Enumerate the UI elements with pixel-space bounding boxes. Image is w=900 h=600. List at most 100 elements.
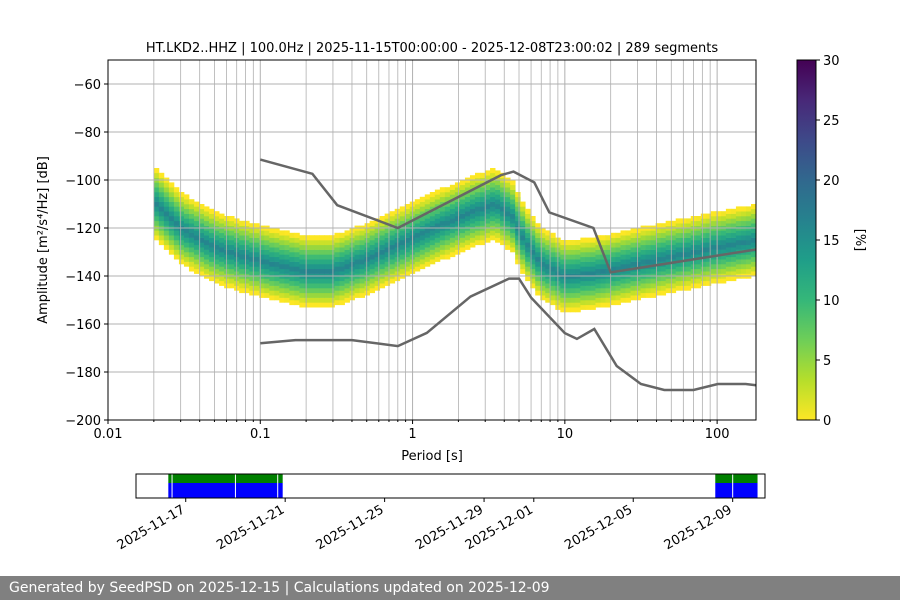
ppsd-heatmap-cell: [419, 259, 426, 265]
ppsd-heatmap-cell: [219, 218, 225, 224]
ppsd-heatmap-cell: [645, 244, 652, 250]
ppsd-heatmap-cell: [710, 278, 717, 284]
ppsd-heatmap-cell: [474, 201, 481, 207]
ppsd-plot: 0.01 0.1 1 10 100−200−180−160−140−120−100−80…: [36, 41, 757, 464]
ppsd-heatmap-cell: [163, 201, 170, 207]
ppsd-heatmap-cell: [560, 292, 566, 298]
ppsd-heatmap-cell: [590, 252, 596, 258]
ppsd-heatmap-cell: [229, 216, 235, 222]
ppsd-heatmap-cell: [424, 223, 431, 229]
ppsd-heatmap-cell: [500, 240, 506, 246]
ppsd-heatmap-cell: [369, 240, 376, 246]
ppsd-heatmap-cell: [329, 297, 335, 303]
ppsd-heatmap-cell: [635, 271, 641, 277]
ppsd-heatmap-cell: [158, 235, 165, 241]
ppsd-heatmap-cell: [740, 235, 747, 241]
ppsd-heatmap-cell: [695, 259, 702, 265]
ppsd-heatmap-cell: [464, 206, 471, 212]
ppsd-heatmap-cell: [304, 288, 310, 294]
x-tick-label: 100: [705, 427, 730, 442]
ppsd-heatmap-cell: [640, 235, 647, 241]
ppsd-heatmap-cell: [219, 261, 225, 267]
ppsd-heatmap-cell: [620, 278, 626, 284]
ppsd-heatmap-cell: [565, 240, 571, 246]
ppsd-heatmap-cell: [419, 211, 426, 217]
ppsd-heatmap-cell: [289, 242, 295, 248]
ppsd-heatmap-cell: [329, 278, 335, 284]
ppsd-heatmap-cell: [530, 283, 536, 289]
ppsd-heatmap-cell: [520, 244, 526, 250]
ppsd-heatmap-cell: [620, 288, 626, 294]
ppsd-heatmap-cell: [730, 256, 737, 262]
ppsd-heatmap-cell: [264, 268, 270, 274]
ppsd-heatmap-cell: [384, 237, 391, 243]
ppsd-heatmap-cell: [635, 232, 641, 238]
ppsd-heatmap-cell: [615, 280, 621, 286]
ppsd-heatmap-cell: [229, 230, 235, 236]
ppsd-heatmap-cell: [635, 237, 641, 243]
ppsd-heatmap-cell: [254, 285, 260, 291]
ppsd-heatmap-cell: [374, 228, 381, 234]
ppsd-heatmap-cell: [389, 240, 396, 246]
ppsd-heatmap-cell: [580, 280, 586, 286]
ppsd-heatmap-cell: [434, 199, 441, 205]
ppsd-heatmap-cell: [469, 175, 476, 181]
ppsd-heatmap-cell: [153, 172, 160, 178]
ppsd-heatmap-cell: [550, 261, 556, 267]
ppsd-heatmap-cell: [575, 302, 581, 308]
ppsd-heatmap-cell: [289, 280, 295, 286]
ppsd-heatmap-cell: [625, 268, 631, 274]
ppsd-heatmap-cell: [685, 280, 692, 286]
ppsd-heatmap-cell: [625, 230, 631, 236]
ppsd-heatmap-cell: [750, 204, 757, 210]
ppsd-heatmap-cell: [705, 213, 712, 219]
ppsd-heatmap-cell: [339, 242, 345, 248]
ppsd-heatmap-cell: [204, 249, 210, 255]
ppsd-heatmap-cell: [279, 268, 285, 274]
ppsd-heatmap-cell: [495, 189, 501, 195]
ppsd-heatmap-cell: [444, 187, 451, 193]
ppsd-heatmap-cell: [329, 249, 335, 255]
ppsd-heatmap-cell: [530, 216, 536, 222]
ppsd-heatmap-cell: [379, 283, 386, 289]
ppsd-heatmap-cell: [193, 268, 200, 274]
ppsd-heatmap-cell: [404, 242, 411, 248]
ppsd-heatmap-cell: [480, 211, 486, 217]
ppsd-heatmap-cell: [550, 295, 556, 301]
ppsd-heatmap-cell: [269, 242, 275, 248]
ppsd-heatmap-cell: [510, 199, 516, 205]
ppsd-heatmap-cell: [635, 290, 641, 296]
ppsd-heatmap-cell: [384, 223, 391, 229]
ppsd-heatmap-cell: [249, 228, 255, 234]
ppsd-heatmap-cell: [329, 292, 335, 298]
ppsd-heatmap-cell: [705, 276, 712, 282]
ppsd-heatmap-cell: [575, 297, 581, 303]
ppsd-heatmap-cell: [229, 244, 235, 250]
ppsd-heatmap-cell: [219, 213, 225, 219]
ppsd-heatmap-cell: [309, 264, 315, 270]
ppsd-heatmap-cell: [324, 302, 330, 308]
ppsd-heatmap-cell: [359, 264, 365, 270]
ppsd-heatmap-cell: [715, 230, 722, 236]
ppsd-heatmap-cell: [369, 264, 376, 270]
ppsd-heatmap-cell: [625, 244, 631, 250]
ppsd-heatmap-cell: [214, 254, 220, 260]
ppsd-heatmap-cell: [188, 261, 195, 267]
ppsd-heatmap-cell: [199, 232, 205, 238]
ppsd-heatmap-cell: [469, 180, 476, 186]
ppsd-heatmap-cell: [715, 216, 722, 222]
ppsd-heatmap-cell: [590, 242, 596, 248]
ppsd-heatmap-cell: [264, 254, 270, 260]
ppsd-heatmap-cell: [620, 254, 626, 260]
ppsd-heatmap-cell: [374, 247, 381, 253]
ppsd-heatmap-cell: [204, 240, 210, 246]
ppsd-heatmap-cell: [745, 235, 752, 241]
ppsd-heatmap-cell: [750, 218, 757, 224]
ppsd-heatmap-cell: [615, 271, 621, 277]
ppsd-heatmap-cell: [229, 249, 235, 255]
ppsd-heatmap-cell: [730, 247, 737, 253]
ppsd-heatmap-cell: [244, 268, 250, 274]
ppsd-heatmap-cell: [173, 220, 180, 226]
ppsd-heatmap-cell: [500, 196, 506, 202]
ppsd-heatmap-cell: [665, 244, 672, 250]
